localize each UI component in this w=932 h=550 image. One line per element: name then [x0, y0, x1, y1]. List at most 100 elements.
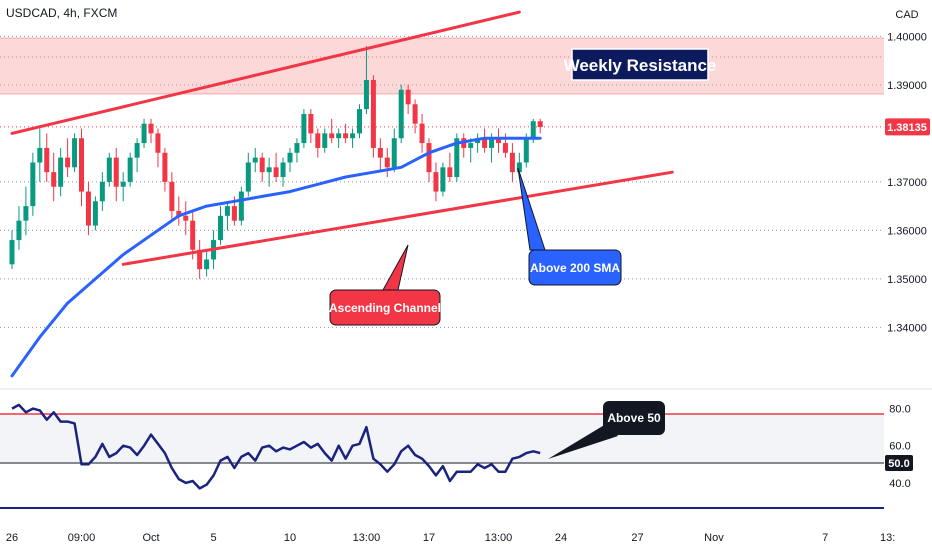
candle-body [44, 147, 50, 173]
weekly-resistance-callout[interactable]: Weekly Resistance [564, 48, 717, 81]
above-50-box [603, 401, 665, 435]
price-tick-label: 1.35000 [887, 274, 927, 286]
above-50-label: Above 50 [607, 411, 661, 425]
candle-body [496, 138, 501, 144]
time-tick-label: 13:00 [485, 532, 513, 544]
ascending-channel-label: Ascending Channel [329, 301, 441, 315]
candle-body [197, 249, 203, 270]
candle-body [412, 104, 418, 124]
candle-body [134, 143, 140, 158]
candle-body [127, 157, 133, 182]
rsi-pane[interactable] [0, 403, 884, 509]
candle-body [162, 152, 168, 182]
candle-body [454, 138, 460, 178]
candle-body [315, 133, 321, 148]
time-tick-label: Oct [142, 532, 159, 544]
candle-body [218, 215, 223, 241]
candle-body [363, 80, 369, 110]
candle-body [273, 167, 279, 178]
candle-body [169, 181, 175, 211]
price-axis[interactable]: CAD 1.40000 1.39000 1.37000 1.36000 1.35000 1… [885, 9, 930, 334]
ascending-channel-callout[interactable]: Ascending Channel [329, 244, 441, 326]
price-tick-label: 1.39000 [887, 80, 927, 92]
price-pane[interactable] [0, 10, 884, 378]
price-tick-label: 1.36000 [887, 225, 927, 237]
candle-body [426, 143, 432, 173]
candle-body [37, 147, 43, 163]
candle-body [530, 121, 536, 139]
rsi-current-label: 50.0 [888, 458, 909, 470]
candle-body [141, 123, 147, 144]
above-200-sma-pointer [517, 167, 546, 251]
rsi-line [11, 403, 541, 490]
candle-body [357, 109, 362, 134]
candle-body [405, 89, 411, 105]
candle-body [433, 172, 439, 192]
candle-body [329, 133, 335, 139]
candle-body [190, 220, 196, 250]
rsi-current-badge[interactable] [885, 455, 913, 471]
above-50-pointer [548, 424, 618, 459]
weekly-resistance-label: Weekly Resistance [564, 56, 717, 75]
rsi-axis[interactable]: 80.0 60.0 40.0 50.0 [885, 404, 913, 490]
price-dotted-levels [0, 35, 884, 328]
candle-body [72, 138, 78, 168]
candle-body [468, 143, 474, 148]
candle-body [148, 123, 154, 134]
candle-body [440, 167, 446, 192]
above-200-sma-label: Above 200 SMA [530, 261, 620, 275]
candle-body [322, 133, 328, 148]
candle-body [85, 191, 91, 226]
price-tick-label: 1.37000 [887, 177, 927, 189]
candle-body [301, 113, 307, 144]
time-tick-label: 5 [210, 532, 216, 544]
candle-body [99, 181, 105, 202]
time-tick-label: 09:00 [68, 532, 96, 544]
candle-body [16, 220, 22, 241]
candle-body [516, 162, 522, 173]
candle-body [343, 133, 349, 139]
current-price-label: 1.38135 [887, 122, 927, 134]
above-50-callout[interactable]: Above 50 [548, 401, 665, 459]
candle-body [9, 240, 15, 265]
candle-body [377, 147, 383, 158]
time-tick-label: 7 [822, 532, 828, 544]
candle-body [447, 167, 453, 178]
candle-body [280, 162, 286, 178]
channel-lower-line[interactable] [121, 170, 674, 266]
candle-body [58, 157, 64, 187]
time-tick-label: 13:00 [353, 532, 381, 544]
price-tick-label: 1.34000 [887, 322, 927, 334]
candle-body [245, 162, 251, 192]
candle-body [350, 133, 356, 139]
time-tick-label: Nov [704, 532, 724, 544]
candle-body [120, 181, 126, 187]
above-200-sma-callout[interactable]: Above 200 SMA [517, 167, 622, 286]
time-axis[interactable]: 26 09:00 Oct 5 10 13:00 17 13:00 24 27 Nov 7 13: [6, 532, 895, 544]
channel-upper-line[interactable] [10, 10, 521, 135]
candle-body [502, 143, 508, 153]
candle-body [252, 157, 258, 163]
price-tick-label: 1.40000 [887, 31, 927, 43]
candlestick-series [9, 46, 543, 279]
rsi-tick-label: 80.0 [889, 404, 910, 416]
candle-body [489, 138, 495, 148]
weekly-resistance-box [571, 48, 709, 81]
candle-body [398, 89, 404, 139]
time-tick-label: 27 [631, 532, 643, 544]
candle-body [92, 201, 98, 226]
time-tick-label: 24 [555, 532, 567, 544]
time-tick-label: 13: [880, 532, 895, 544]
candle-body [224, 206, 230, 216]
above-200-sma-box [528, 249, 622, 286]
candle-body [65, 157, 71, 168]
time-tick-label: 26 [6, 532, 18, 544]
candle-body [391, 138, 397, 168]
candle-body [23, 206, 29, 221]
candle-body [482, 138, 488, 148]
candle-body [509, 152, 515, 173]
candle-body [30, 162, 36, 207]
time-tick-label: 17 [423, 532, 435, 544]
current-price-badge[interactable] [885, 118, 930, 136]
